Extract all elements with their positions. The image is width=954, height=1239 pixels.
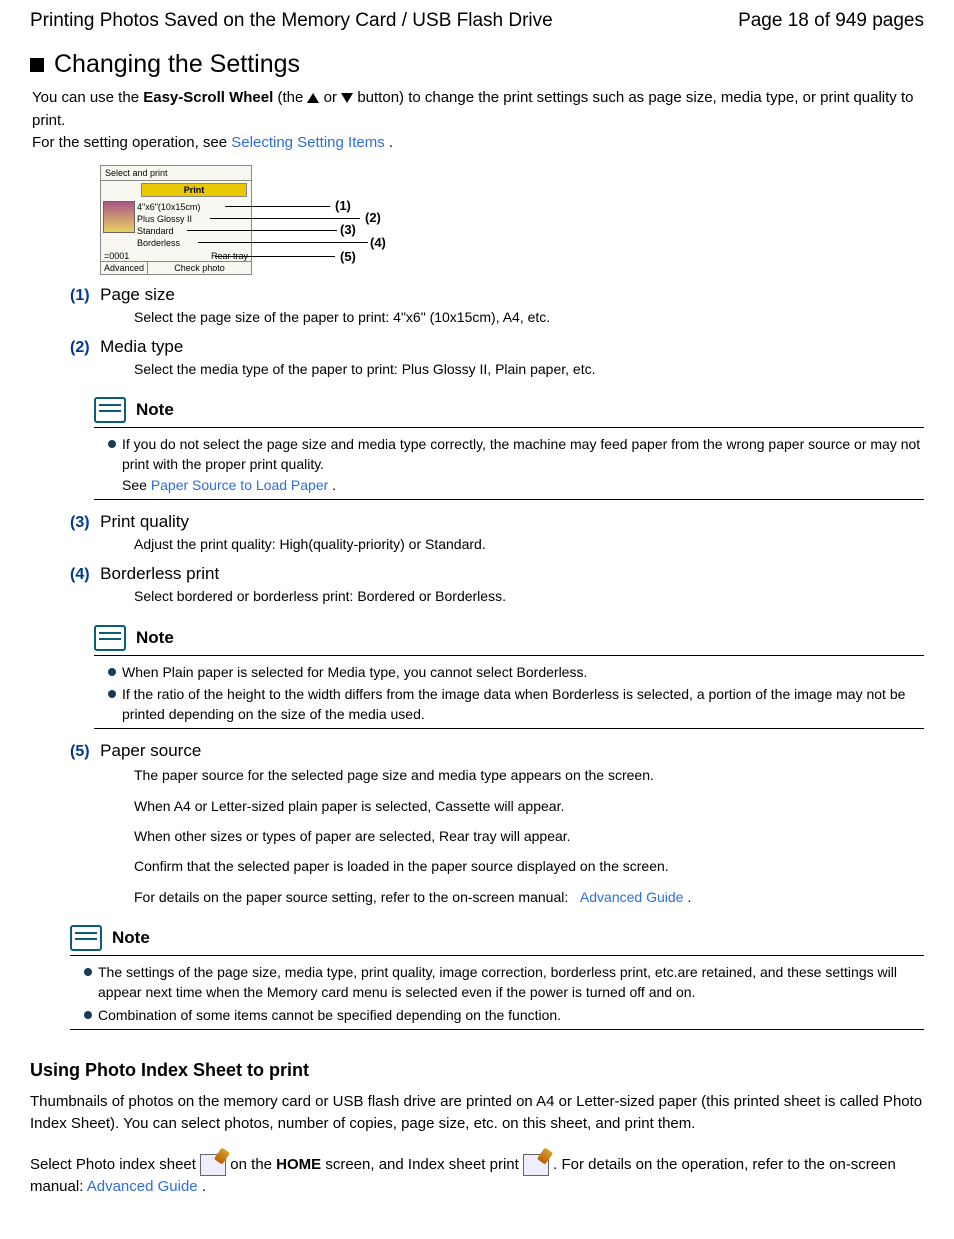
advanced-guide-link[interactable]: Advanced Guide xyxy=(580,889,684,905)
page-header: Printing Photos Saved on the Memory Card… xyxy=(30,10,924,32)
photo-index-sheet-icon xyxy=(200,1154,226,1176)
item-media-type: (2) Media type Select the media type of … xyxy=(70,337,924,379)
section-title: Changing the Settings xyxy=(30,50,924,79)
note-icon xyxy=(94,625,126,651)
note-item: When Plain paper is selected for Media t… xyxy=(108,662,924,682)
lcd-screen: Select and print Print 4"x6"(10x15cm) Pl… xyxy=(100,165,252,275)
lcd-print-button: Print xyxy=(141,183,247,197)
subheading-photo-index: Using Photo Index Sheet to print xyxy=(30,1060,924,1081)
callout-5: (5) xyxy=(340,249,356,264)
note-icon xyxy=(94,397,126,423)
item-number: (5) xyxy=(70,743,96,761)
lcd-title: Select and print xyxy=(101,166,251,181)
item-text: . xyxy=(687,889,691,905)
item-title: Borderless print xyxy=(100,564,219,583)
body-text: Select Photo index sheet xyxy=(30,1156,200,1173)
lcd-thumbnail xyxy=(103,201,135,233)
item-text: The paper source for the selected page s… xyxy=(134,765,924,785)
note-item: If you do not select the page size and m… xyxy=(108,434,924,495)
intro-text: You can use the xyxy=(32,89,143,106)
intro-text: For the setting operation, see xyxy=(32,134,231,151)
item-desc: Adjust the print quality: High(quality-p… xyxy=(134,534,924,554)
item-text: When other sizes or types of paper are s… xyxy=(134,826,924,846)
item-number: (1) xyxy=(70,287,96,305)
selecting-setting-items-link[interactable]: Selecting Setting Items xyxy=(231,134,384,151)
item-desc: The paper source for the selected page s… xyxy=(134,765,924,906)
note-text: . xyxy=(332,477,336,493)
intro-text: or xyxy=(324,89,342,106)
intro-paragraph: You can use the Easy-Scroll Wheel (the o… xyxy=(32,87,924,155)
lcd-counter: =0001 xyxy=(104,251,129,261)
item-title: Media type xyxy=(100,337,183,356)
item-title: Print quality xyxy=(100,512,189,531)
item-text: For details on the paper source setting,… xyxy=(134,887,924,907)
note-box-1: Note If you do not select the page size … xyxy=(94,397,924,500)
up-triangle-icon xyxy=(307,93,319,103)
note-item: If the ratio of the height to the width … xyxy=(108,684,924,725)
down-triangle-icon xyxy=(341,93,353,103)
item-print-quality: (3) Print quality Adjust the print quali… xyxy=(70,512,924,554)
note-text: See xyxy=(122,477,151,493)
item-number: (2) xyxy=(70,339,96,357)
item-text: When A4 or Letter-sized plain paper is s… xyxy=(134,796,924,816)
item-title: Page size xyxy=(100,285,175,304)
note-box-2: Note When Plain paper is selected for Me… xyxy=(94,625,924,730)
item-desc: Select the media type of the paper to pr… xyxy=(134,359,924,379)
lcd-check-photo: Check photo xyxy=(148,262,251,274)
body-bold: HOME xyxy=(276,1156,321,1173)
item-desc: Select the page size of the paper to pri… xyxy=(134,307,924,327)
intro-text: . xyxy=(389,134,393,151)
item-text: For details on the paper source setting,… xyxy=(134,889,572,905)
callout-3: (3) xyxy=(340,222,356,237)
item-desc: Select bordered or borderless print: Bor… xyxy=(134,586,924,606)
lcd-line-pagesize: 4"x6"(10x15cm) xyxy=(137,201,251,213)
intro-bold: Easy-Scroll Wheel xyxy=(143,89,273,106)
callout-4: (4) xyxy=(370,235,386,250)
lcd-line-borderless: Borderless xyxy=(137,237,251,249)
body-text: on the xyxy=(230,1156,276,1173)
photoindex-p1: Thumbnails of photos on the memory card … xyxy=(30,1091,924,1136)
item-number: (4) xyxy=(70,566,96,584)
item-text: Confirm that the selected paper is loade… xyxy=(134,856,924,876)
item-paper-source: (5) Paper source The paper source for th… xyxy=(70,741,924,906)
callout-2: (2) xyxy=(365,210,381,225)
note-item: The settings of the page size, media typ… xyxy=(84,962,924,1003)
note-box-3: Note The settings of the page size, medi… xyxy=(70,925,924,1030)
lcd-advanced: Advanced xyxy=(101,262,148,274)
note-text: If you do not select the page size and m… xyxy=(122,436,920,472)
bullet-square-icon xyxy=(30,58,44,72)
index-sheet-print-icon xyxy=(523,1154,549,1176)
header-right: Page 18 of 949 pages xyxy=(738,10,924,32)
photoindex-p2: Select Photo index sheet on the HOME scr… xyxy=(30,1154,924,1199)
paper-source-link[interactable]: Paper Source to Load Paper xyxy=(151,477,328,493)
item-page-size: (1) Page size Select the page size of th… xyxy=(70,285,924,327)
section-title-text: Changing the Settings xyxy=(54,50,300,79)
note-title: Note xyxy=(136,628,174,648)
note-title: Note xyxy=(136,400,174,420)
item-title: Paper source xyxy=(100,741,201,760)
lcd-figure: Select and print Print 4"x6"(10x15cm) Pl… xyxy=(100,165,380,275)
advanced-guide-link-2[interactable]: Advanced Guide xyxy=(87,1178,198,1195)
header-left: Printing Photos Saved on the Memory Card… xyxy=(30,10,553,32)
lcd-line-media: Plus Glossy II xyxy=(137,213,251,225)
note-title: Note xyxy=(112,928,150,948)
callout-1: (1) xyxy=(335,198,351,213)
intro-text: (the xyxy=(277,89,307,106)
lcd-line-quality: Standard xyxy=(137,225,251,237)
item-borderless: (4) Borderless print Select bordered or … xyxy=(70,564,924,606)
item-number: (3) xyxy=(70,514,96,532)
body-text: . xyxy=(202,1178,206,1195)
body-text: screen, and Index sheet print xyxy=(325,1156,523,1173)
note-item: Combination of some items cannot be spec… xyxy=(84,1005,924,1025)
note-icon xyxy=(70,925,102,951)
